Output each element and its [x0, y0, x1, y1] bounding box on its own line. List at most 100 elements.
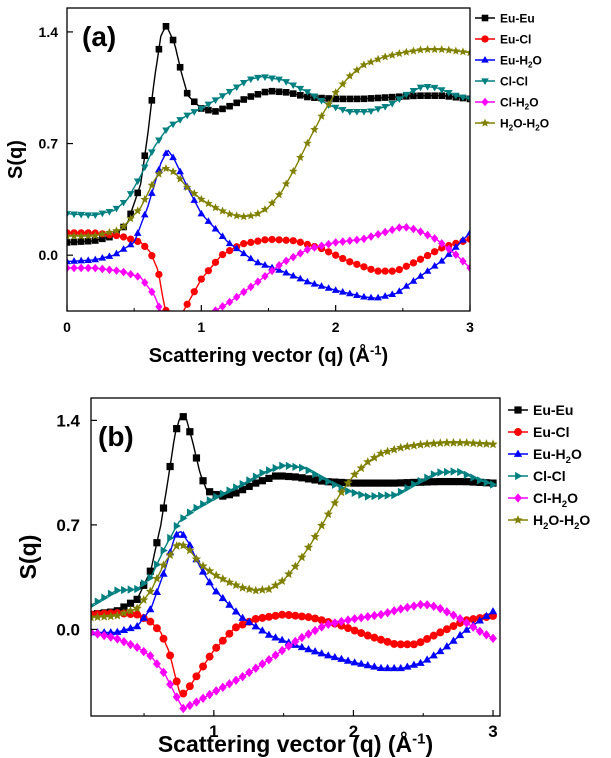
data-point	[211, 224, 220, 232]
data-point	[346, 95, 354, 103]
series-eu-cl	[67, 229, 470, 311]
data-point	[148, 252, 156, 260]
data-point	[389, 444, 399, 454]
data-point	[381, 94, 389, 101]
data-point	[198, 561, 208, 571]
data-point	[193, 503, 201, 513]
data-point	[271, 472, 280, 480]
data-point	[127, 585, 135, 594]
data-point	[369, 452, 380, 462]
data-point	[387, 50, 397, 59]
legend-text-part: Eu-Eu	[533, 402, 573, 418]
data-point	[259, 468, 267, 477]
data-point	[212, 643, 221, 652]
data-point	[351, 488, 359, 498]
data-point	[91, 237, 99, 244]
legend-swatch-marker	[480, 118, 490, 127]
data-point	[192, 454, 201, 462]
data-point	[304, 613, 313, 622]
data-point	[140, 195, 150, 204]
data-point	[444, 89, 453, 97]
axes: 1 2 3 0.0 0.7 1.4	[56, 411, 497, 741]
data-point	[357, 629, 366, 638]
data-point	[466, 96, 470, 103]
data-point	[282, 236, 290, 244]
data-point	[148, 287, 156, 297]
data-point	[225, 679, 234, 689]
data-point	[284, 569, 294, 579]
data-point	[337, 616, 346, 627]
data-point	[161, 164, 171, 173]
legend-label: Cl-H2O	[533, 490, 578, 510]
data-point	[324, 651, 333, 659]
data-point	[371, 492, 379, 501]
data-point	[218, 232, 227, 240]
data-point	[106, 632, 115, 642]
data-point	[225, 629, 234, 638]
data-point	[299, 463, 307, 472]
data-point	[357, 479, 365, 487]
data-point	[452, 250, 460, 259]
data-point	[260, 204, 270, 214]
data-point	[402, 441, 412, 451]
legend-item: Cl-H2O	[475, 95, 539, 112]
data-point	[160, 546, 168, 555]
data-point	[465, 48, 470, 57]
data-point	[112, 205, 121, 213]
series-eu-h2o	[91, 530, 498, 672]
data-point	[167, 533, 175, 543]
legend-swatch-marker	[481, 56, 489, 63]
data-point	[178, 540, 188, 550]
legend-swatch-marker	[513, 449, 523, 457]
data-point	[154, 169, 164, 178]
data-point	[271, 611, 280, 620]
data-point	[199, 477, 207, 485]
data-point	[449, 478, 458, 486]
panel-label: (b)	[98, 421, 134, 452]
data-point	[317, 649, 326, 657]
legend-label: H2O-H2O	[533, 512, 590, 532]
data-point	[101, 593, 109, 602]
data-point	[159, 667, 168, 677]
data-point	[155, 137, 163, 145]
data-point	[363, 661, 372, 669]
data-point	[303, 277, 312, 285]
data-point	[114, 586, 122, 595]
data-point	[231, 607, 241, 615]
data-point	[152, 624, 161, 633]
x-axis-label-main: Scattering vector (q) (Å	[149, 343, 370, 367]
data-point	[310, 243, 319, 252]
data-point	[254, 74, 262, 82]
legend-item: H2O-H2O	[475, 116, 549, 133]
data-point	[444, 467, 452, 477]
data-point	[449, 636, 458, 644]
data-point	[343, 478, 353, 488]
data-point	[303, 138, 312, 147]
data-point	[409, 660, 419, 668]
data-point	[246, 211, 256, 220]
data-point	[396, 604, 405, 614]
data-point	[254, 237, 262, 245]
data-point	[179, 413, 187, 421]
data-point	[266, 466, 274, 475]
data-point	[448, 437, 459, 447]
data-point	[475, 626, 484, 636]
data-point	[240, 287, 248, 297]
x-tick-label: 1	[209, 722, 218, 741]
data-point	[139, 613, 148, 621]
data-point	[252, 472, 261, 481]
data-point	[403, 640, 412, 649]
legend-item: Eu-Cl	[475, 32, 531, 46]
series-line	[91, 464, 494, 607]
data-point	[338, 79, 347, 88]
data-point	[264, 630, 274, 638]
data-point	[455, 437, 465, 447]
data-point	[304, 475, 313, 483]
data-point	[145, 586, 155, 596]
data-point	[254, 90, 262, 98]
data-point	[139, 595, 149, 604]
data-point	[238, 613, 247, 621]
data-point	[374, 293, 382, 301]
legend-swatch-marker	[481, 97, 489, 107]
data-point	[112, 231, 121, 240]
